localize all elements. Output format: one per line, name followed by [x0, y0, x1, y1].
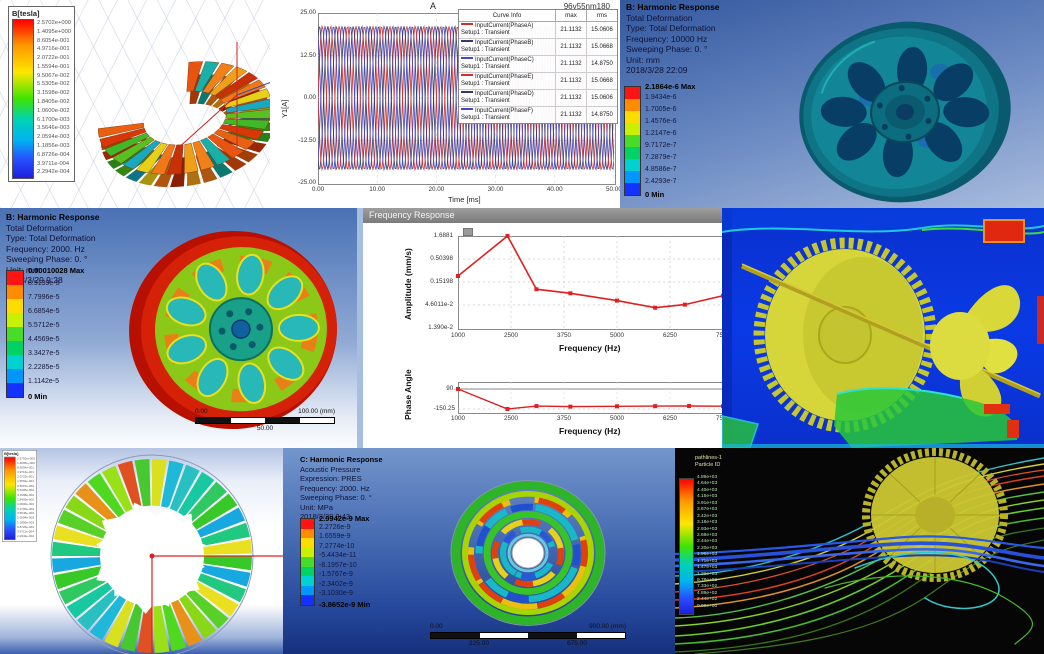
- phase-yticks: 90. -150.25: [433, 385, 455, 412]
- panel-harmonic-teal-wheel: B: Harmonic Response Total Deformation Typ…: [620, 0, 1044, 208]
- ruler-left: 0.00: [430, 623, 443, 630]
- ruler-left: 0.00: [195, 408, 208, 415]
- curve-row: InputCurrent(PhaseB) Setup1 : Transient 21…: [459, 39, 617, 56]
- bfield-colorbar: [12, 19, 34, 179]
- pathlines-legend-values: 4.89e+03 4.64e+03 4.40e+03 4.15e+03 3.91e+03…: [697, 475, 718, 609]
- amp-yticks: 1.6881 0.50398 0.15198 4.6011e-2 1.390e-2: [425, 232, 453, 331]
- pathlines-colorbar: [679, 478, 694, 615]
- curve-row: InputCurrent(PhaseC) Setup1 : Transient 21…: [459, 56, 617, 73]
- curve-color-sample: [461, 108, 473, 110]
- bfield-legend: B[tesla] 2.5702e+000 1.4095e+000 8.6054e-0…: [8, 6, 76, 182]
- curve-row: InputCurrent(PhaseE) Setup1 : Transient 21…: [459, 73, 617, 90]
- col-rms: rms: [586, 10, 617, 21]
- ruler-bar: [430, 632, 626, 639]
- phase-xticks: 100025003750500062507500: [450, 415, 722, 422]
- panel-acoustic-disc: C: Harmonic Response Acoustic Pressure Exp…: [283, 448, 675, 654]
- panel-maxwell-torus: B[tesla] 2.5702e+000 1.4095e+000 8.6054e-0…: [0, 0, 270, 208]
- red-info-block: B: Harmonic Response Total Deformation Typ…: [6, 212, 100, 285]
- ruler-right: 900.00 (mm): [589, 623, 626, 630]
- col-max: max: [555, 10, 586, 21]
- pathlines-gear: [862, 448, 1008, 582]
- curve-info-table: Curve Info max rms InputCurrent(PhaseA) S…: [458, 9, 618, 124]
- phase-y-axis-label: Phase Angle: [403, 369, 413, 420]
- plot-title: A: [430, 1, 437, 11]
- curve-info-header: Curve Info max rms: [459, 10, 617, 22]
- x-axis-label: Time [ms]: [448, 195, 481, 204]
- curve-color-sample: [461, 91, 473, 93]
- curve-color-sample: [461, 74, 473, 76]
- ring-bfield-colorbar: [4, 456, 16, 540]
- shaft-rod: [741, 263, 1041, 399]
- scale-ruler: 0.00 100.00 (mm) 50.00: [195, 408, 335, 433]
- bfield-legend-title: B[tesla]: [12, 9, 40, 18]
- amp-x-axis-label: Frequency (Hz): [559, 343, 621, 353]
- coordinate-axes-icon: [175, 42, 270, 151]
- ruler-mid: 50.00: [256, 425, 274, 432]
- fan-model: [930, 285, 1021, 417]
- curve-row: InputCurrent(PhaseD) Setup1 : Transient 21…: [459, 90, 617, 107]
- disc-scale-ruler: 0.00 900.00 (mm) 225.00 675.00: [430, 623, 626, 648]
- ring-bfield-legend-title: B[tesla]: [4, 451, 19, 457]
- panel-harmonic-red-wheel: B: Harmonic Response Total Deformation Typ…: [0, 208, 357, 448]
- ring-bfield-legend-values: 2.5702e+000 1.4095e+000 8.6054e-001 4.9716e…: [17, 457, 35, 539]
- curve-color-sample: [461, 23, 473, 25]
- contour-hotspot: [983, 219, 1025, 243]
- ruler-q3: 675.00: [567, 640, 587, 647]
- curve-row: InputCurrent(PhaseF) Setup1 : Transient 21…: [459, 107, 617, 123]
- ruler-bar: [195, 417, 335, 424]
- current-plot-yticks: 25.00 12.50 0.00 -12.50 -25.00: [298, 9, 316, 186]
- plot-corner-label: 96v55nm180: [563, 2, 610, 11]
- streamlines-graphic: [675, 448, 1044, 654]
- bfield-legend-values: 2.5702e+000 1.4095e+000 8.6054e-001 4.9716e…: [37, 20, 72, 176]
- ruler-q1: 225.00: [469, 640, 489, 647]
- teal-info-block: B: Harmonic Response Total Deformation Typ…: [626, 2, 720, 75]
- ruler-right: 100.00 (mm): [298, 408, 335, 415]
- cfd-contour-graphic: [722, 208, 1044, 448]
- ring-field-graphic: [50, 454, 283, 654]
- acoustic-info-block: C: Harmonic Response Acoustic Pressure Exp…: [300, 455, 383, 521]
- crosshair: [149, 553, 283, 654]
- panel-pathlines: pathlines-1 Particle ID 4.89e+03 4.64e+03 4…: [675, 448, 1044, 654]
- curve-info-rows: InputCurrent(PhaseA) Setup1 : Transient 21…: [459, 22, 617, 123]
- panel-cfd-velocity: [722, 208, 1044, 448]
- phase-x-axis-label: Frequency (Hz): [559, 426, 621, 436]
- chart-toolbar-icon: [463, 228, 473, 236]
- gear-model: [753, 237, 937, 433]
- window-title-bar[interactable]: Frequency Response: [363, 208, 722, 223]
- col-curve-info: Curve Info: [492, 12, 522, 19]
- curve-color-sample: [461, 40, 473, 42]
- phase-plot-area: [458, 382, 722, 414]
- amp-plot-area: [458, 236, 722, 330]
- curve-color-sample: [461, 57, 473, 59]
- pathlines-header: pathlines-1 Particle ID: [695, 455, 722, 468]
- contour-left-band: [722, 208, 732, 448]
- panel-frequency-response-window: Frequency Response Amplitude (mm/s) 1.68…: [357, 208, 722, 448]
- ring-bfield-legend: B[tesla] 2.5702e+000 1.4095e+000 8.6054e-0…: [2, 450, 37, 542]
- panel-current-plot: A 96v55nm180 Y1[A] 25.00 12.50 0.00 -12.50-…: [270, 0, 620, 208]
- amp-xticks: 100025003750500062507500: [450, 332, 722, 339]
- panel-maxwell-ring: B[tesla] 2.5702e+000 1.4095e+000 8.6054e-0…: [0, 448, 283, 654]
- curve-row: InputCurrent(PhaseA) Setup1 : Transient 21…: [459, 22, 617, 39]
